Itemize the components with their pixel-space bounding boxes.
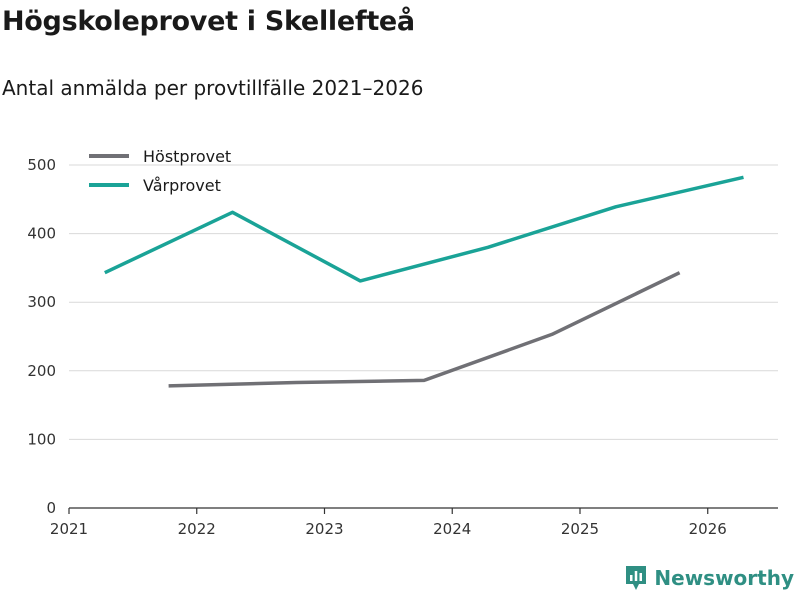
x-tick-label-2023: 2023 — [305, 520, 343, 538]
chart-title: Högskoleprovet i Skellefteå — [2, 6, 415, 37]
x-tick-label-2021: 2021 — [50, 520, 88, 538]
legend-label-höstprovet: Höstprovet — [143, 147, 231, 166]
y-axis-labels: 0 100 200 300 400 500 — [27, 156, 56, 517]
newsworthy-logo: Newsworthy — [624, 564, 794, 592]
y-tick-label-500: 500 — [27, 156, 56, 174]
x-tick-label-2024: 2024 — [433, 520, 471, 538]
series-line-höstprovet — [168, 271, 681, 388]
legend-label-vårprovet: Vårprovet — [143, 176, 221, 195]
legend: Höstprovet Vårprovet — [89, 147, 231, 195]
y-tick-label-0: 0 — [46, 499, 56, 517]
x-axis: 2021 2022 2023 2024 2025 2026 — [50, 507, 778, 538]
x-tick-label-2022: 2022 — [178, 520, 216, 538]
brand-name: Newsworthy — [654, 566, 794, 590]
series-lines — [104, 175, 744, 388]
gridlines — [69, 164, 778, 440]
series-line-vårprovet — [104, 175, 744, 283]
x-tick-label-2026: 2026 — [689, 520, 727, 538]
x-tick-label-2025: 2025 — [561, 520, 599, 538]
chart-subtitle: Antal anmälda per provtillfälle 2021–202… — [2, 76, 424, 100]
newsworthy-icon — [626, 566, 647, 590]
y-tick-label-200: 200 — [27, 362, 56, 380]
y-tick-label-100: 100 — [27, 430, 56, 448]
y-tick-label-300: 300 — [27, 293, 56, 311]
y-tick-label-400: 400 — [27, 225, 56, 243]
